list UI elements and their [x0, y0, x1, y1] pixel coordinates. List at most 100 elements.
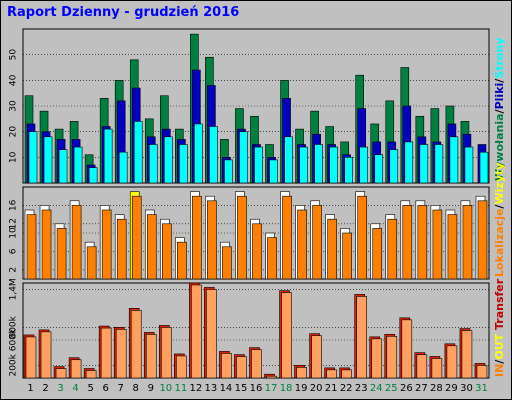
bar-2-day-9 — [148, 144, 158, 184]
bar-1-day-17 — [267, 237, 277, 280]
bar-2-day-22 — [344, 157, 353, 184]
x-tick-label: 23 — [355, 383, 368, 394]
y-tick-label-top: 30 — [9, 100, 19, 112]
bar-1-day-27 — [417, 205, 428, 280]
transfer-bar-front-day-30 — [461, 330, 473, 379]
transfer-bar-front-day-2 — [40, 331, 52, 379]
transfer-bar-front-day-28 — [431, 358, 443, 379]
y-tick-label-middle: 2 — [9, 267, 19, 273]
transfer-bar-front-day-16 — [251, 349, 262, 379]
legend-top-part: Wywołania — [493, 113, 506, 181]
bar-2-day-6 — [103, 128, 113, 184]
bar-2-day-28 — [434, 144, 444, 184]
transfer-bar-front-day-26 — [401, 319, 413, 379]
x-tick-label: 11 — [174, 383, 187, 394]
x-tick-label: 4 — [72, 383, 78, 394]
transfer-bar-front-day-21 — [326, 369, 337, 379]
legend-bottom-part: Transfer — [493, 278, 506, 330]
bar-2-day-7 — [118, 151, 128, 184]
y-tick-label-top: 50 — [9, 49, 19, 61]
bar-2-day-21 — [329, 146, 338, 184]
bar-1-day-8 — [131, 195, 142, 280]
bar-2-day-3 — [58, 149, 68, 184]
bar-1-day-28 — [432, 209, 443, 280]
bar-1-day-3 — [56, 228, 67, 280]
bar-1-day-16 — [252, 223, 262, 280]
transfer-bar-front-day-23 — [356, 296, 368, 379]
legend-middle-part: Lokalizacje — [493, 209, 506, 277]
y-tick-label-middle: 10 — [9, 227, 19, 239]
transfer-bar-front-day-18 — [281, 292, 292, 379]
x-tick-label: 22 — [340, 383, 353, 394]
bar-1-day-7 — [116, 218, 127, 280]
bar-2-day-29 — [449, 136, 459, 184]
bar-1-day-15 — [237, 195, 247, 280]
transfer-bar-front-day-29 — [446, 345, 458, 379]
bar-1-day-11 — [177, 241, 187, 280]
x-tick-label: 10 — [159, 383, 172, 394]
x-tick-label: 31 — [475, 383, 488, 394]
bar-2-day-14 — [224, 159, 233, 184]
y-tick-label-top: 10 — [9, 151, 19, 163]
x-tick-label: 26 — [400, 383, 413, 394]
x-tick-label: 6 — [102, 383, 108, 394]
bar-2-day-25 — [389, 149, 399, 184]
bar-2-day-23 — [359, 146, 369, 184]
transfer-bar-front-day-11 — [176, 355, 187, 379]
bar-2-day-19 — [299, 146, 308, 184]
transfer-bar-front-day-7 — [115, 329, 127, 379]
y-tick-label-top: 20 — [9, 126, 19, 138]
x-tick-label: 18 — [280, 383, 293, 394]
y-tick-label-middle: 6 — [9, 248, 19, 254]
bar-1-day-5 — [86, 246, 97, 280]
x-tick-label: 9 — [148, 383, 154, 394]
x-tick-label: 27 — [415, 383, 428, 394]
transfer-bar-front-day-24 — [371, 338, 383, 379]
x-tick-label: 5 — [87, 383, 93, 394]
bar-1-day-12 — [192, 195, 202, 280]
bar-2-day-10 — [163, 136, 173, 184]
transfer-bar-front-day-6 — [100, 327, 112, 379]
transfer-bar-front-day-12 — [191, 284, 202, 379]
transfer-bar-front-day-22 — [341, 369, 352, 379]
bar-1-day-10 — [161, 223, 172, 280]
bar-2-day-5 — [88, 167, 98, 184]
legend-top-part: / — [493, 108, 506, 113]
transfer-bar-front-day-17 — [266, 375, 277, 379]
bar-1-day-21 — [327, 218, 337, 280]
legend-middle-part: Wizyty — [493, 163, 506, 205]
bar-1-day-30 — [462, 205, 473, 280]
bar-1-day-4 — [71, 205, 82, 280]
bar-2-day-12 — [194, 123, 203, 184]
x-tick-label: 1 — [27, 383, 33, 394]
bar-2-day-26 — [404, 141, 414, 184]
y-tick-label-middle: 12 — [9, 218, 19, 229]
transfer-bar-front-day-31 — [476, 365, 488, 379]
x-tick-label: 14 — [220, 383, 233, 394]
bar-1-day-9 — [146, 214, 157, 280]
bar-2-day-17 — [269, 159, 278, 184]
bar-2-day-18 — [284, 136, 293, 184]
bar-1-day-31 — [477, 200, 488, 280]
x-tick-label: 13 — [205, 383, 218, 394]
transfer-bar-front-day-1 — [25, 336, 37, 379]
legend-bottom-part: / — [493, 359, 506, 364]
legend-bottom: IN/OUT Transfer — [493, 278, 506, 377]
y-tick-label-bottom: 1,4M — [9, 278, 19, 300]
transfer-bar-front-day-9 — [145, 334, 157, 379]
bar-2-day-16 — [254, 146, 263, 184]
chart-title: Raport Dzienny - grudzień 2016 — [7, 5, 240, 20]
legend-bottom-part: IN — [493, 364, 506, 377]
y-tick-label-bottom: 800k — [9, 315, 19, 338]
bar-2-day-1 — [28, 131, 38, 184]
y-tick-label-top: 40 — [9, 74, 19, 86]
transfer-bar-front-day-14 — [221, 353, 232, 379]
bar-1-day-18 — [282, 195, 292, 280]
bar-1-day-25 — [387, 218, 398, 280]
x-tick-label: 16 — [250, 383, 263, 394]
legend-middle-part: / — [493, 204, 506, 209]
x-tick-label: 20 — [310, 383, 323, 394]
transfer-bar-front-day-27 — [416, 354, 428, 379]
bar-1-day-14 — [222, 246, 232, 280]
